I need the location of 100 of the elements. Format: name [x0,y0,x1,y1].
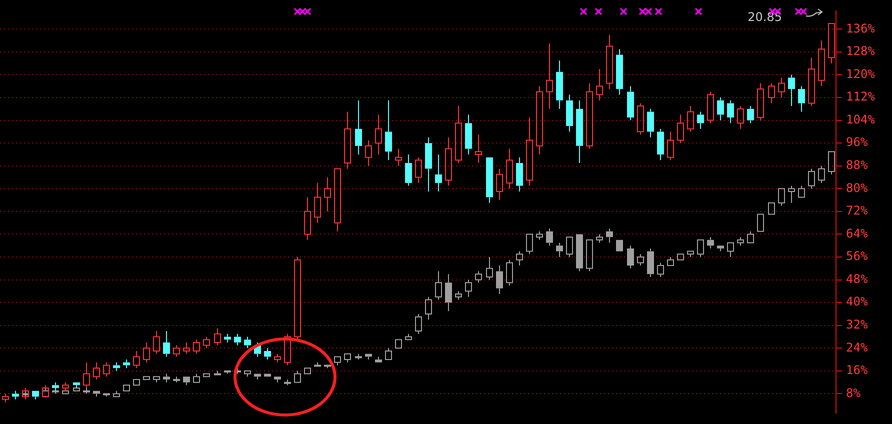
candlestick [153,376,160,383]
y-tick-label: 120% [846,66,876,81]
y-tick-label: 88% [846,158,868,172]
candlestick [375,114,382,155]
candlestick [566,236,573,258]
candlestick [647,248,654,278]
candlestick [576,234,583,272]
y-tick-label: 104% [846,112,876,126]
candlestick [606,228,613,244]
candlestick [264,348,271,360]
candlestick [818,40,825,87]
candlestick [153,330,160,354]
candlestick [32,390,39,400]
candlestick [556,242,563,258]
y-tick-label: 112% [846,90,876,104]
candlestick [536,86,543,155]
candlestick [697,239,704,258]
y-tick-label: 56% [846,249,868,264]
candlestick [677,114,684,144]
candlestick [737,106,744,130]
candlestick [788,74,795,107]
candlestick [828,22,835,64]
candlestick [627,86,634,121]
candlestick [12,390,19,400]
candlestick [657,128,664,161]
candlestick [355,100,362,155]
candlestick [385,100,392,161]
candlestick [546,42,553,110]
y-tick-label: 24% [846,340,868,354]
candlestick [496,168,503,201]
y-tick-label: 8% [846,386,862,400]
candlestick [778,77,785,98]
candlestick [627,245,634,269]
y-tick-label: 96% [846,135,868,150]
candlestick [516,156,523,192]
candlestick [556,60,563,110]
candlestick [163,330,170,358]
y-tick-label: 136% [846,21,876,36]
candlestick [667,131,674,161]
candlestick [183,376,190,386]
candlestick [365,140,372,166]
annotation: 20.85 [748,10,782,24]
candlestick [214,328,221,346]
candlestick [717,97,724,121]
candlestick [375,356,382,362]
candlestick [546,228,553,246]
candlestick [445,274,452,312]
candlestick [526,116,533,186]
candlestick [667,256,674,266]
candlestick [405,154,412,186]
candlestick [496,265,503,295]
y-tick-label: 72% [846,204,868,218]
candlestick [314,182,321,224]
candlestick [697,111,704,130]
candlestick [596,68,603,101]
y-tick-label: 128% [846,44,876,58]
candlestick [385,348,392,360]
candlestick [687,250,694,258]
candlestick [234,333,241,346]
y-tick-label: 40% [846,294,868,309]
candlestick [486,256,493,280]
candlestick [435,270,442,300]
candlestick [304,196,311,240]
y-tick-label: 64% [846,226,868,240]
candlestick [294,370,301,383]
candlestick [747,106,754,124]
candlestick [395,148,402,166]
candlestick [163,373,170,383]
candlestick [566,94,573,132]
candlestick [435,154,442,192]
candlestick [465,114,472,155]
candlestick [586,82,593,150]
candlestick [455,106,462,164]
candlestick [707,236,714,249]
candlestick [717,246,724,252]
candlestick [788,185,795,204]
candlestick [344,111,351,170]
candlestick [616,48,623,96]
y-tick-label: 16% [846,363,868,378]
candlestick [324,176,331,212]
candlestick [727,100,734,124]
candlestick [334,168,341,232]
candlestick [274,376,281,383]
candlestick [798,86,805,112]
candlestick [486,157,493,204]
candlestick [576,100,583,164]
y-tick-label: 48% [846,272,868,286]
candlestick [344,353,351,363]
candlestick [405,333,412,340]
candlestick [425,136,432,192]
y-tick-label: 80% [846,180,868,195]
candlestick [647,108,654,138]
candlestick [475,134,482,164]
candlestick [828,151,835,175]
candlestick [113,362,120,372]
candlestick [606,34,613,90]
y-tick-label: 32% [846,317,868,332]
candlestick [445,136,452,186]
candlestick [808,57,815,107]
candlestick [22,388,29,400]
